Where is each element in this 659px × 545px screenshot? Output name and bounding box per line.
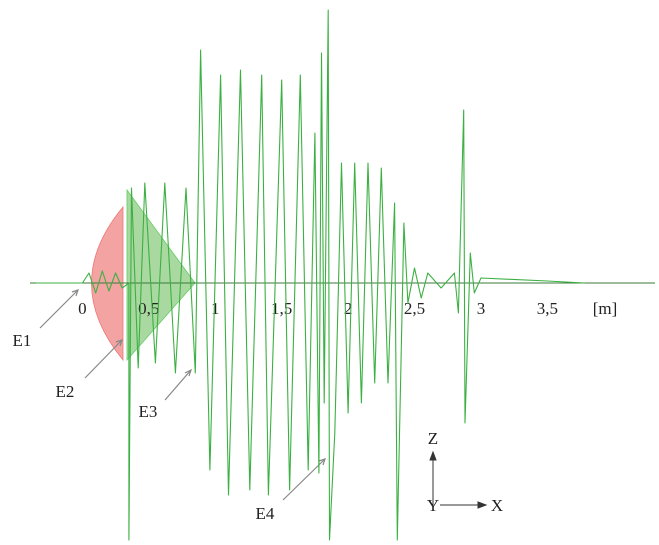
triad-y: Y xyxy=(427,496,439,515)
triad-x: X xyxy=(491,496,503,515)
signal-line xyxy=(35,9,585,541)
annotation: E4 xyxy=(256,504,275,523)
annotation: E1 xyxy=(13,331,32,350)
x-tick-label: 3 xyxy=(477,299,486,318)
x-tick-label: 0,5 xyxy=(138,299,159,318)
x-tick-label: 2 xyxy=(344,299,353,318)
green-sector xyxy=(126,188,196,362)
x-axis-label: [m] xyxy=(593,299,618,318)
x-tick-label: 2,5 xyxy=(404,299,425,318)
x-tick-label: 0 xyxy=(78,299,87,318)
annotation: E2 xyxy=(56,382,75,401)
annotation-arrows xyxy=(39,289,326,501)
annotation: E3 xyxy=(139,402,158,421)
x-tick-label: 3,5 xyxy=(537,299,558,318)
triad-z: Z xyxy=(428,429,438,448)
x-tick-label: 1 xyxy=(211,299,220,318)
x-tick-label: 1,5 xyxy=(271,299,292,318)
axes-triad xyxy=(429,450,488,509)
